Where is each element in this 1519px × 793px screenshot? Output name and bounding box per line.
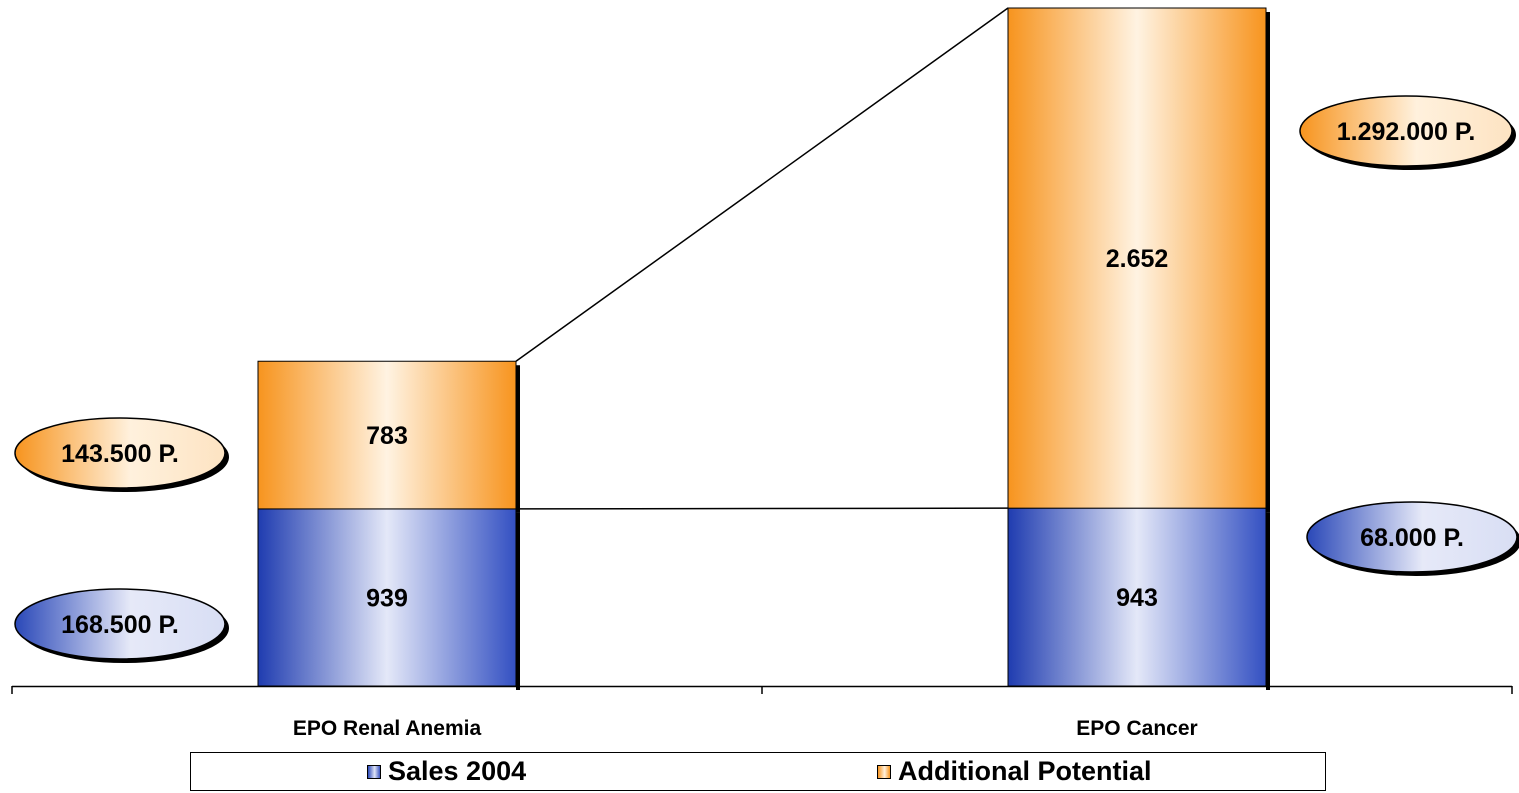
- data-label-epo-renal-anemia-sales-2004: 939: [366, 584, 408, 612]
- bar-shadow-epo-renal-anemia-sales-2004: [516, 512, 520, 690]
- legend-label-sales-2004: Sales 2004: [388, 756, 527, 786]
- annotation-epo-renal-anemia-sales-2004-ellipse: [14, 588, 226, 660]
- category-label-epo-cancer: EPO Cancer: [1076, 717, 1197, 740]
- data-label-epo-cancer-additional-potential: 2.652: [1106, 245, 1169, 273]
- legend-swatch-additional-potential: [877, 764, 891, 779]
- bar-epo-cancer-additional-potential: [1007, 7, 1267, 509]
- category-label-epo-renal-anemia: EPO Renal Anemia: [293, 717, 482, 740]
- bars-layer: [257, 7, 1270, 690]
- annotation-epo-cancer-additional-potential-ellipse: [1299, 95, 1513, 167]
- data-label-epo-cancer-sales-2004: 943: [1116, 584, 1158, 612]
- legend-item-additional-potential: Additional Potential: [877, 753, 1152, 790]
- annotation-epo-cancer-sales-2004-label: 68.000 P.: [1360, 524, 1464, 552]
- connector-line-middle: [515, 507, 1009, 510]
- connector-line-top: [515, 7, 1009, 362]
- legend-label-additional-potential: Additional Potential: [898, 756, 1152, 786]
- legend-swatch-sales-2004: [367, 764, 381, 779]
- annotations-layer: 168.500 P. 143.500 P. 68.000 P. 1.292.000 P…: [14, 95, 1519, 663]
- data-label-epo-renal-anemia-additional-potential: 783: [366, 422, 408, 450]
- annotation-epo-renal-anemia-additional-potential-ellipse: [14, 417, 226, 489]
- bar-epo-renal-anemia-additional-potential: [257, 360, 517, 510]
- x-axis: EPO Renal Anemia EPO Cancer: [11, 685, 1513, 740]
- annotation-epo-cancer-additional-potential-label: 1.292.000 P.: [1337, 118, 1476, 146]
- annotation-epo-renal-anemia-additional-potential-label: 143.500 P.: [61, 440, 179, 468]
- bar-epo-renal-anemia-sales-2004: [257, 508, 517, 687]
- labels-layer: 939 783 943 2.652: [366, 245, 1168, 612]
- annotation-epo-cancer-sales-2004-ellipse: [1306, 501, 1518, 573]
- connector-lines: [515, 7, 1009, 510]
- bar-shadow-epo-cancer-additional-potential: [1266, 12, 1270, 513]
- legend: Sales 2004 Additional Potential: [190, 752, 1326, 791]
- legend-item-sales-2004: Sales 2004: [367, 753, 526, 790]
- annotation-epo-renal-anemia-sales-2004-label: 168.500 P.: [61, 611, 179, 639]
- bar-shadow-epo-renal-anemia-additional-potential: [516, 365, 520, 513]
- bar-shadow-epo-cancer-sales-2004: [1266, 512, 1270, 690]
